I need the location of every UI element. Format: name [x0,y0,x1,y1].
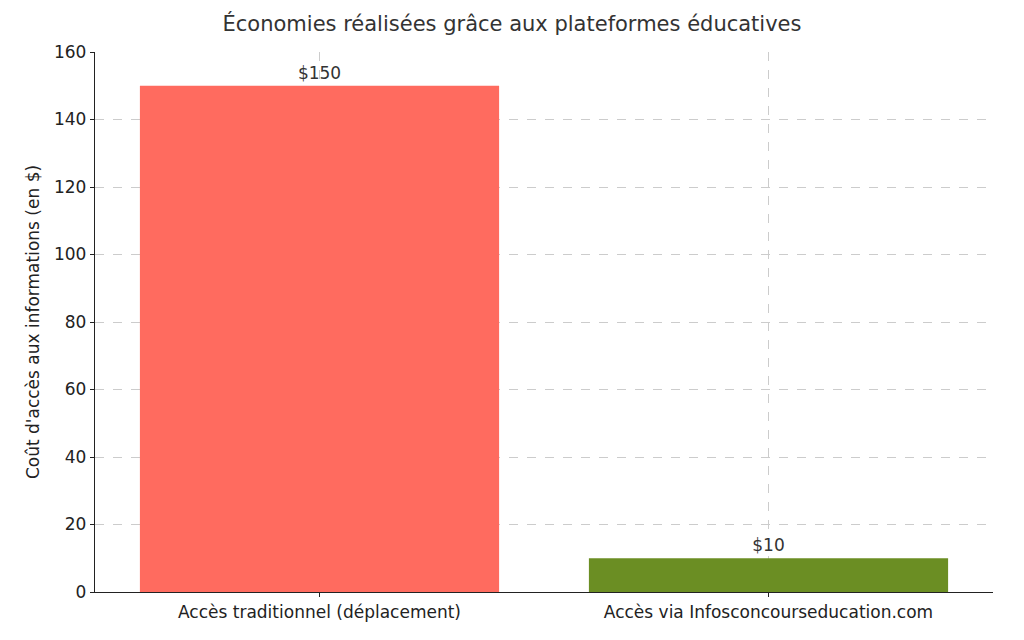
svg-text:100: 100 [54,244,86,264]
svg-text:120: 120 [54,177,86,197]
svg-text:140: 140 [54,109,86,129]
svg-text:Coût d'accès aux informations: Coût d'accès aux informations (en $) [23,165,43,479]
svg-text:40: 40 [65,447,87,467]
svg-text:60: 60 [65,379,87,399]
svg-text:80: 80 [65,312,87,332]
svg-text:$10: $10 [752,535,784,555]
svg-text:Économies réalisées grâce aux: Économies réalisées grâce aux plateforme… [223,11,802,36]
svg-text:$150: $150 [298,63,341,83]
svg-text:160: 160 [54,42,86,62]
svg-text:Accès traditionnel (déplacemen: Accès traditionnel (déplacement) [178,602,461,622]
svg-text:Accès via Infosconcourseducati: Accès via Infosconcourseducation.com [604,602,933,622]
svg-text:0: 0 [76,582,87,602]
svg-text:20: 20 [65,514,87,534]
